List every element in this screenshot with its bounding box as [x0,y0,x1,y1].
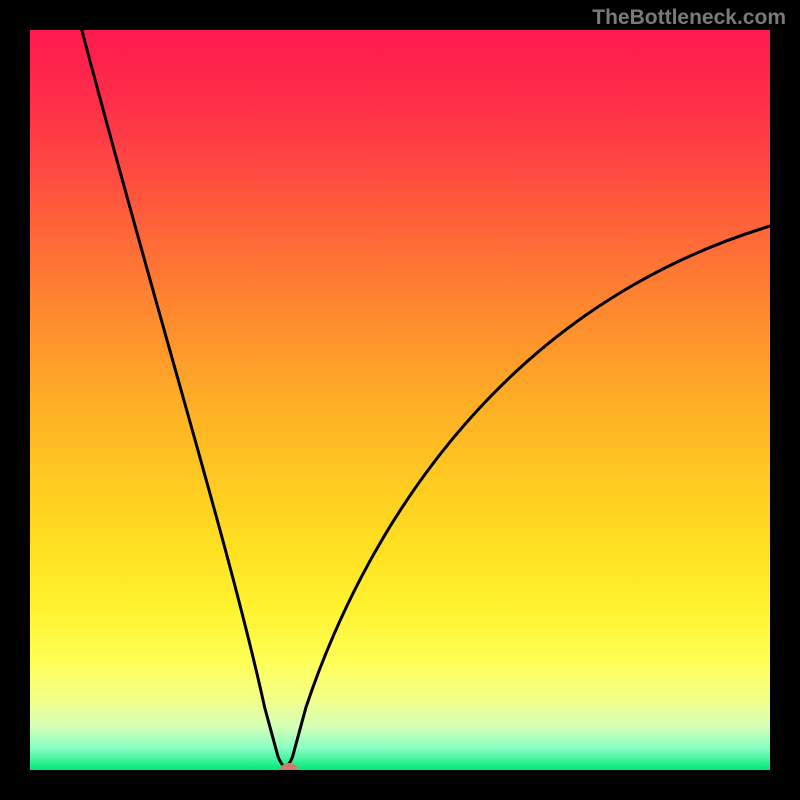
chart-container: TheBottleneck.com [0,0,800,800]
gradient-background [30,30,770,770]
plot-area [30,30,770,770]
plot-svg [30,30,770,770]
watermark-text: TheBottleneck.com [592,6,786,30]
